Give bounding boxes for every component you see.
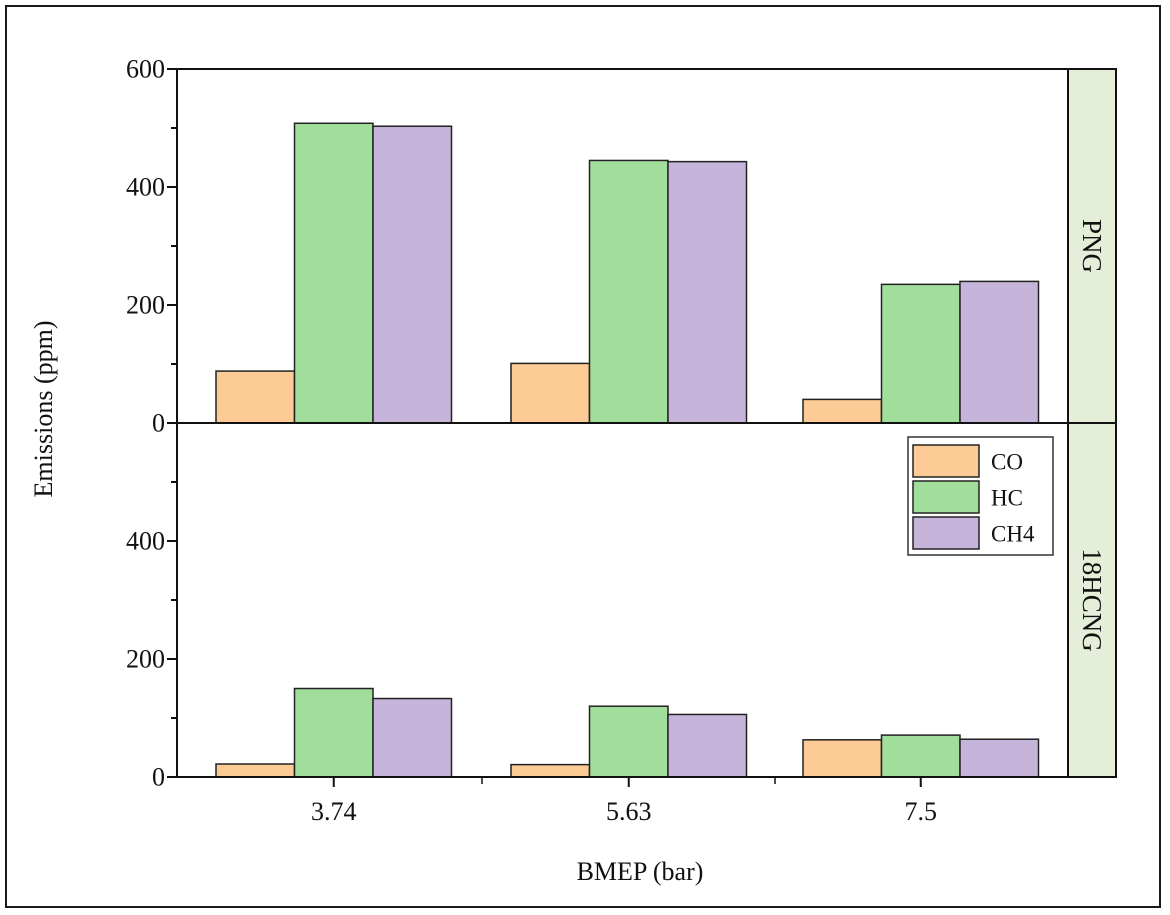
bar [293, 687, 374, 778]
legend-swatch [912, 516, 980, 550]
bar [372, 697, 453, 778]
x-axis-label: BMEP (bar) [577, 857, 704, 886]
bar [802, 398, 883, 424]
bar [880, 283, 961, 424]
legend-label: HC [991, 486, 1023, 511]
bar [215, 370, 296, 424]
bar [880, 734, 961, 778]
legend-swatch [912, 444, 980, 478]
facet-label: 18HCNG [1077, 548, 1107, 652]
plot-area: PNG 0 200 400 600 18HCNG 0 200 400 3.74 5.63 7.5 CO H… [126, 55, 1117, 826]
facet-strip [1067, 68, 1117, 424]
bar [588, 705, 669, 778]
facet-label: PNG [1077, 219, 1107, 273]
bar [802, 739, 883, 778]
bar [293, 122, 374, 424]
bar [959, 280, 1040, 424]
bar [667, 160, 748, 424]
x-tick-label: 7.5 [905, 797, 938, 826]
y-axis-label: Emissions (ppm) [29, 321, 58, 498]
bar [510, 763, 591, 778]
legend-label: CH4 [991, 522, 1035, 547]
y-tick-label: 600 [126, 55, 165, 84]
bar [372, 125, 453, 424]
legend-label: CO [991, 450, 1023, 475]
bar [510, 362, 591, 424]
legend-swatch [912, 480, 980, 514]
y-tick-label: 0 [152, 409, 165, 438]
facet-strip [1067, 422, 1117, 778]
bar [667, 713, 748, 778]
x-tick-label: 3.74 [311, 797, 357, 826]
bar [215, 763, 296, 778]
y-tick-label: 200 [126, 645, 165, 674]
x-tick-label: 5.63 [606, 797, 652, 826]
y-tick-label: 200 [126, 291, 165, 320]
y-tick-label: 400 [126, 173, 165, 202]
y-tick-label: 0 [152, 763, 165, 792]
y-tick-label: 400 [126, 527, 165, 556]
bar [588, 159, 669, 424]
bar [959, 738, 1040, 778]
